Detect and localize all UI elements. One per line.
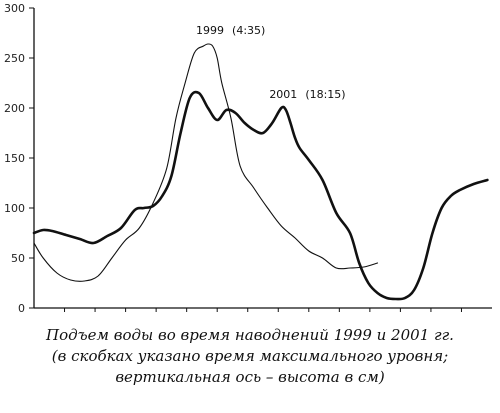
y-tick-label: 50 (11, 252, 25, 265)
chart-axes (33, 8, 492, 309)
caption-line-1: Подъем воды во время наводнений 1999 и 2… (46, 326, 454, 344)
y-tick-label: 200 (4, 102, 25, 115)
peak-annotations: 1999 (4:35) 2001 (18:15) (196, 24, 346, 101)
annotation-2001-0: 2001 (269, 88, 297, 101)
annotation-1999-0: 1999 (196, 24, 224, 37)
y-tick-label: 300 (4, 2, 25, 15)
series-line-1999 (33, 43, 379, 282)
flood-level-chart: 0 50 100 150 200 250 300 1999 (4:35) 2001 (18:15) (4, 2, 492, 315)
y-tick-label: 250 (4, 52, 25, 65)
caption-line-2: (в скобках указано время максимального у… (51, 347, 449, 365)
y-tick-label: 100 (4, 202, 25, 215)
caption-line-3: вертикальная ось – высота в см) (115, 368, 385, 386)
annotation-2001-1: (18:15) (305, 88, 345, 101)
series-lines (32, 43, 489, 301)
series-line-2001 (32, 90, 489, 301)
y-tick-label: 150 (4, 152, 25, 165)
annotation-1999-1: (4:35) (232, 24, 265, 37)
y-tick-label: 0 (18, 302, 25, 315)
y-axis-ticks: 0 50 100 150 200 250 300 (4, 2, 462, 315)
